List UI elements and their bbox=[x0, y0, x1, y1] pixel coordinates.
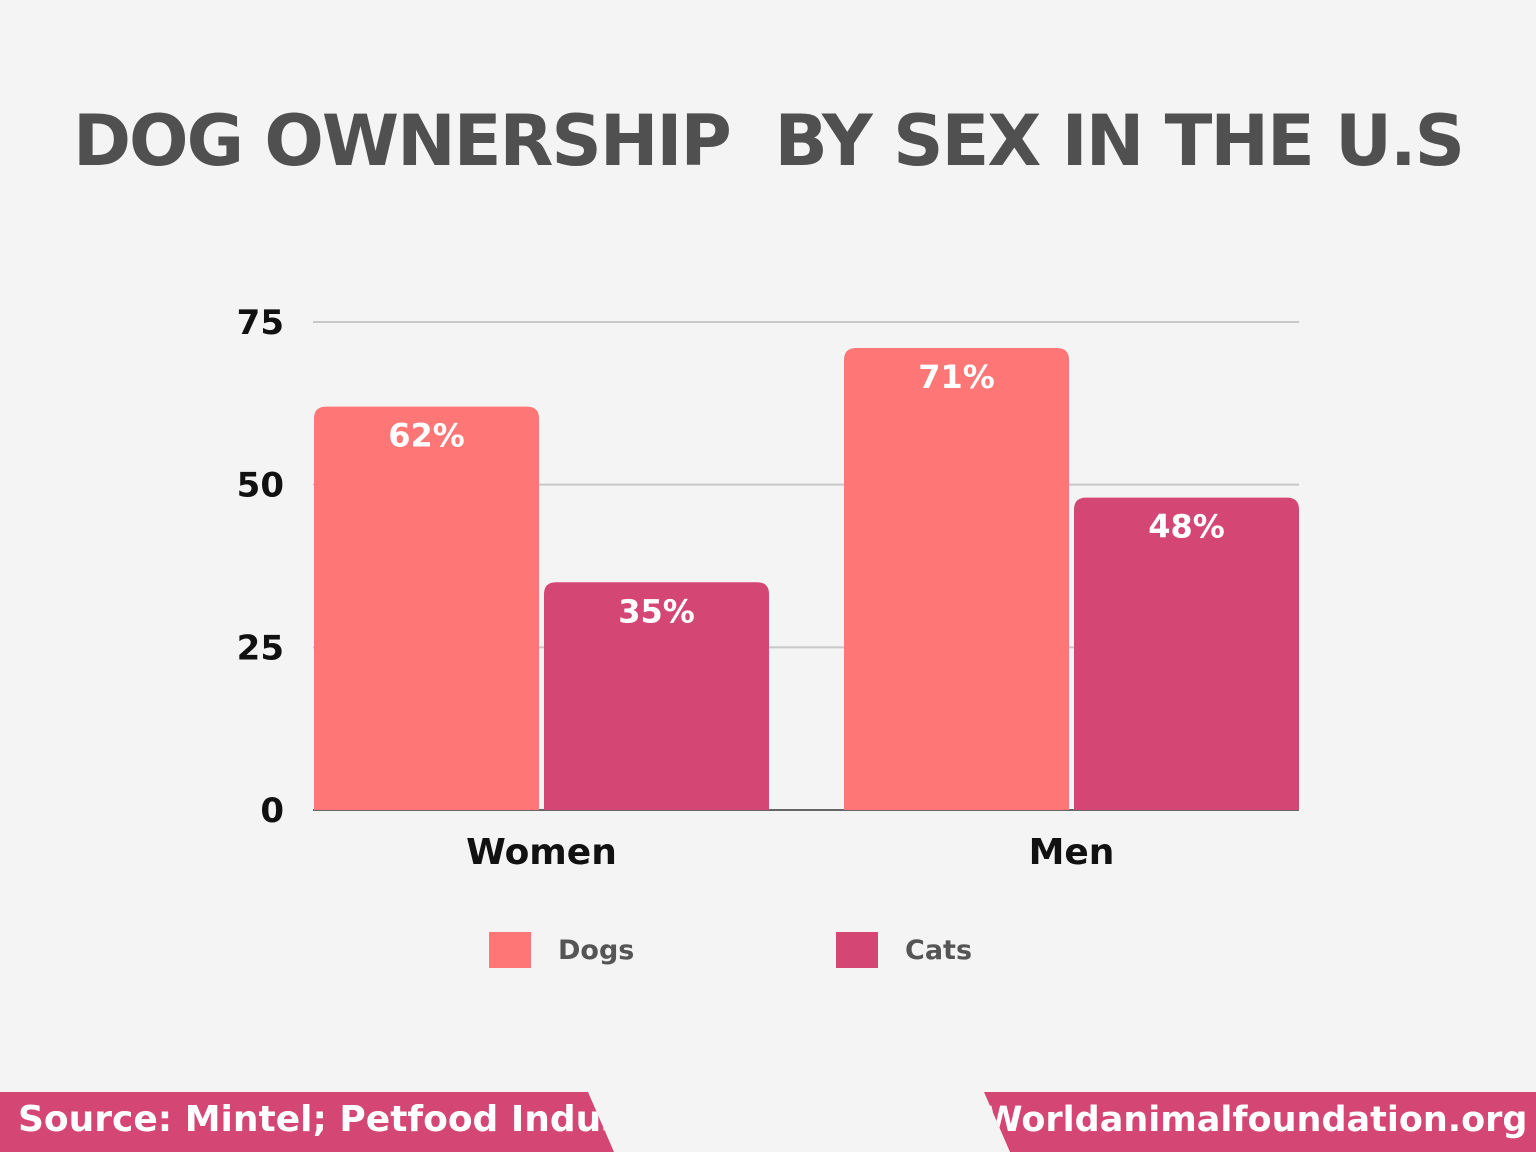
y-tick-label: 0 bbox=[260, 791, 284, 831]
website-banner[interactable]: Worldanimalfoundation.org bbox=[984, 1092, 1536, 1152]
x-category-label: Women bbox=[466, 832, 617, 873]
bar-cats bbox=[544, 582, 769, 810]
bar-dogs bbox=[314, 406, 539, 810]
data-label: 35% bbox=[618, 592, 695, 630]
legend-label: Cats bbox=[905, 935, 972, 966]
chart-title: DOG OWNERSHIP BY SEX IN THE U.S bbox=[72, 100, 1465, 182]
source-banner: Source: Mintel; Petfood Industry bbox=[0, 1092, 614, 1152]
x-category-label: Men bbox=[1029, 832, 1115, 873]
y-tick-label: 25 bbox=[237, 628, 284, 668]
y-tick-label: 50 bbox=[237, 466, 284, 506]
y-tick-label: 75 bbox=[237, 303, 284, 343]
bar-dogs bbox=[844, 348, 1069, 810]
data-label: 48% bbox=[1148, 508, 1225, 546]
data-label: 71% bbox=[918, 358, 995, 396]
legend-label: Dogs bbox=[558, 935, 634, 966]
data-label: 62% bbox=[388, 417, 465, 455]
legend-swatch-dogs bbox=[489, 932, 531, 968]
bar-cats bbox=[1074, 497, 1299, 810]
legend-swatch-cats bbox=[836, 932, 878, 968]
